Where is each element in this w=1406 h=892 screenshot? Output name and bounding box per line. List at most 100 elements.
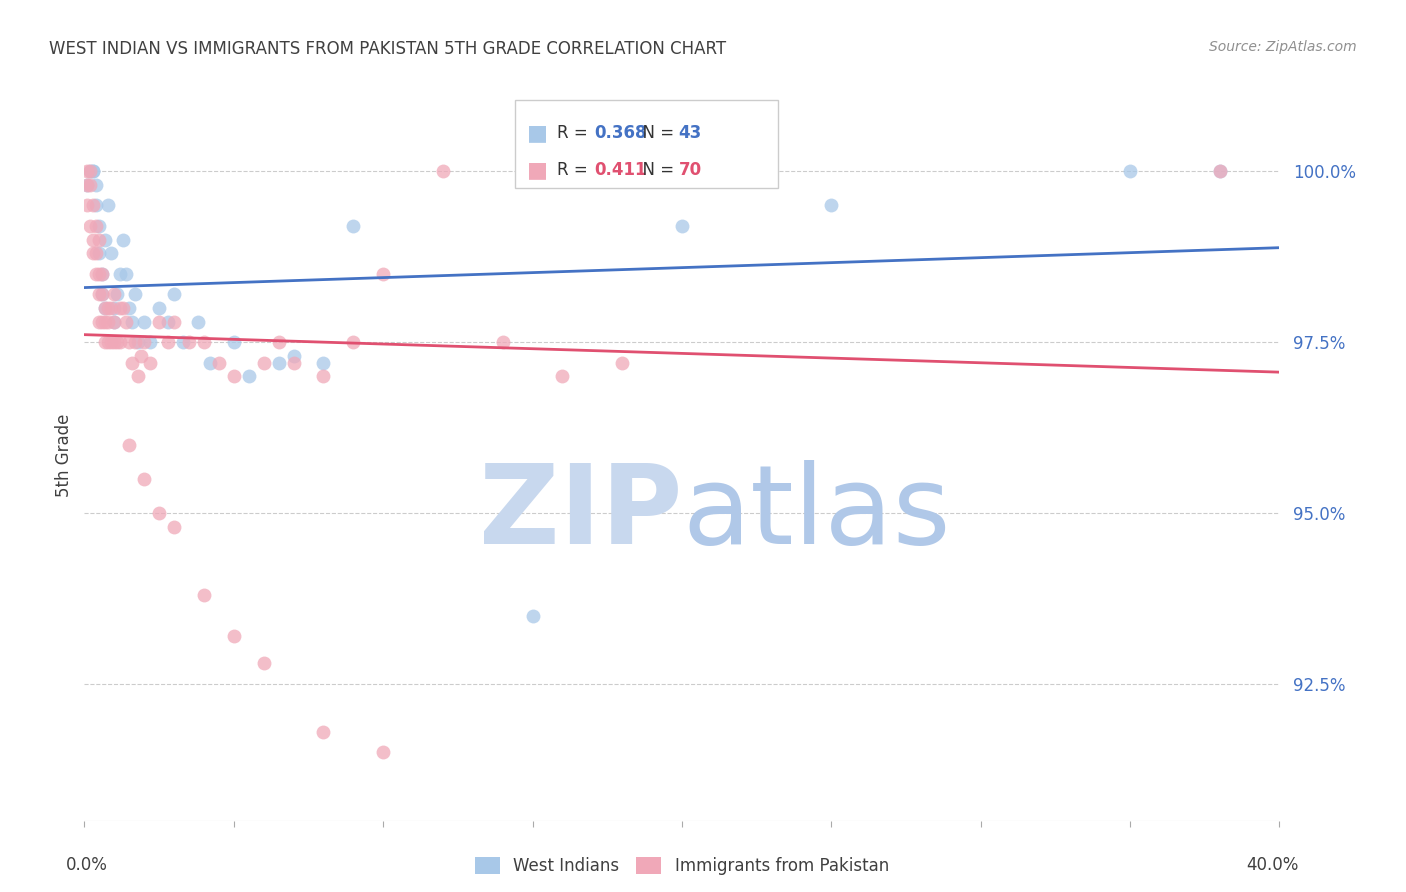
Legend: West Indians, Immigrants from Pakistan: West Indians, Immigrants from Pakistan	[468, 850, 896, 882]
Point	[121, 315, 143, 329]
Point	[118, 301, 141, 315]
Text: Source: ZipAtlas.com: Source: ZipAtlas.com	[1209, 40, 1357, 54]
Point	[124, 335, 146, 350]
Point	[82, 246, 104, 260]
Point	[127, 369, 149, 384]
Point	[103, 301, 125, 315]
Point	[97, 198, 120, 212]
Point	[89, 219, 111, 233]
Point	[157, 315, 180, 329]
Point	[148, 315, 170, 329]
Point	[612, 356, 634, 370]
Point	[373, 745, 395, 759]
Text: WEST INDIAN VS IMMIGRANTS FROM PAKISTAN 5TH GRADE CORRELATION CHART: WEST INDIAN VS IMMIGRANTS FROM PAKISTAN …	[49, 40, 727, 58]
Point	[110, 335, 132, 350]
Point	[100, 301, 122, 315]
Point	[110, 301, 132, 315]
Text: 0.411: 0.411	[593, 161, 647, 178]
Text: 0.0%: 0.0%	[66, 856, 108, 874]
Point	[820, 198, 842, 212]
Point	[118, 438, 141, 452]
Text: R =: R =	[558, 161, 593, 178]
Point	[551, 369, 574, 384]
Point	[86, 219, 108, 233]
Point	[94, 301, 117, 315]
Text: atlas: atlas	[682, 460, 950, 567]
Point	[124, 287, 146, 301]
Point	[82, 164, 104, 178]
Text: ■: ■	[527, 123, 547, 143]
Point	[132, 335, 156, 350]
Point	[238, 369, 260, 384]
Point	[671, 164, 693, 178]
Point	[79, 164, 101, 178]
Point	[79, 178, 101, 192]
Point	[112, 233, 135, 247]
Point	[94, 315, 117, 329]
Point	[163, 519, 186, 533]
Text: 40.0%: 40.0%	[1246, 856, 1299, 874]
Point	[94, 335, 117, 350]
Point	[100, 246, 122, 260]
Text: N =: N =	[633, 161, 679, 178]
Text: 70: 70	[678, 161, 702, 178]
Point	[139, 335, 162, 350]
Point	[91, 315, 114, 329]
Point	[89, 233, 111, 247]
Point	[373, 267, 395, 281]
Point	[172, 335, 194, 350]
Point	[91, 287, 114, 301]
Point	[132, 315, 156, 329]
Point	[312, 369, 335, 384]
Point	[312, 724, 335, 739]
Point	[105, 287, 128, 301]
Text: ■: ■	[527, 160, 547, 179]
Point	[1209, 164, 1232, 178]
Point	[148, 506, 170, 520]
Point	[253, 356, 276, 370]
Point	[193, 588, 215, 602]
Point	[94, 233, 117, 247]
Point	[89, 246, 111, 260]
Point	[103, 335, 125, 350]
Point	[86, 246, 108, 260]
Point	[267, 356, 290, 370]
Y-axis label: 5th Grade: 5th Grade	[55, 413, 73, 497]
Point	[94, 301, 117, 315]
Point	[222, 629, 245, 643]
Point	[100, 335, 122, 350]
Point	[82, 198, 104, 212]
Point	[82, 233, 104, 247]
Point	[103, 315, 125, 329]
Point	[129, 349, 152, 363]
Point	[312, 356, 335, 370]
Point	[522, 608, 544, 623]
Point	[86, 267, 108, 281]
Point	[208, 356, 231, 370]
Point	[115, 315, 138, 329]
Point	[86, 178, 108, 192]
Point	[97, 315, 120, 329]
Point	[110, 267, 132, 281]
Point	[1119, 164, 1142, 178]
Point	[253, 657, 276, 671]
Point	[342, 335, 364, 350]
Point	[198, 356, 221, 370]
Point	[76, 164, 98, 178]
Point	[79, 219, 101, 233]
Point	[91, 267, 114, 281]
Point	[132, 472, 156, 486]
Point	[163, 287, 186, 301]
Point	[91, 267, 114, 281]
Text: R =: R =	[558, 124, 593, 142]
Point	[105, 335, 128, 350]
Point	[82, 164, 104, 178]
Point	[342, 219, 364, 233]
Point	[115, 267, 138, 281]
Point	[193, 335, 215, 350]
Point	[79, 164, 101, 178]
Point	[89, 287, 111, 301]
Point	[163, 315, 186, 329]
Point	[121, 356, 143, 370]
Point	[222, 369, 245, 384]
